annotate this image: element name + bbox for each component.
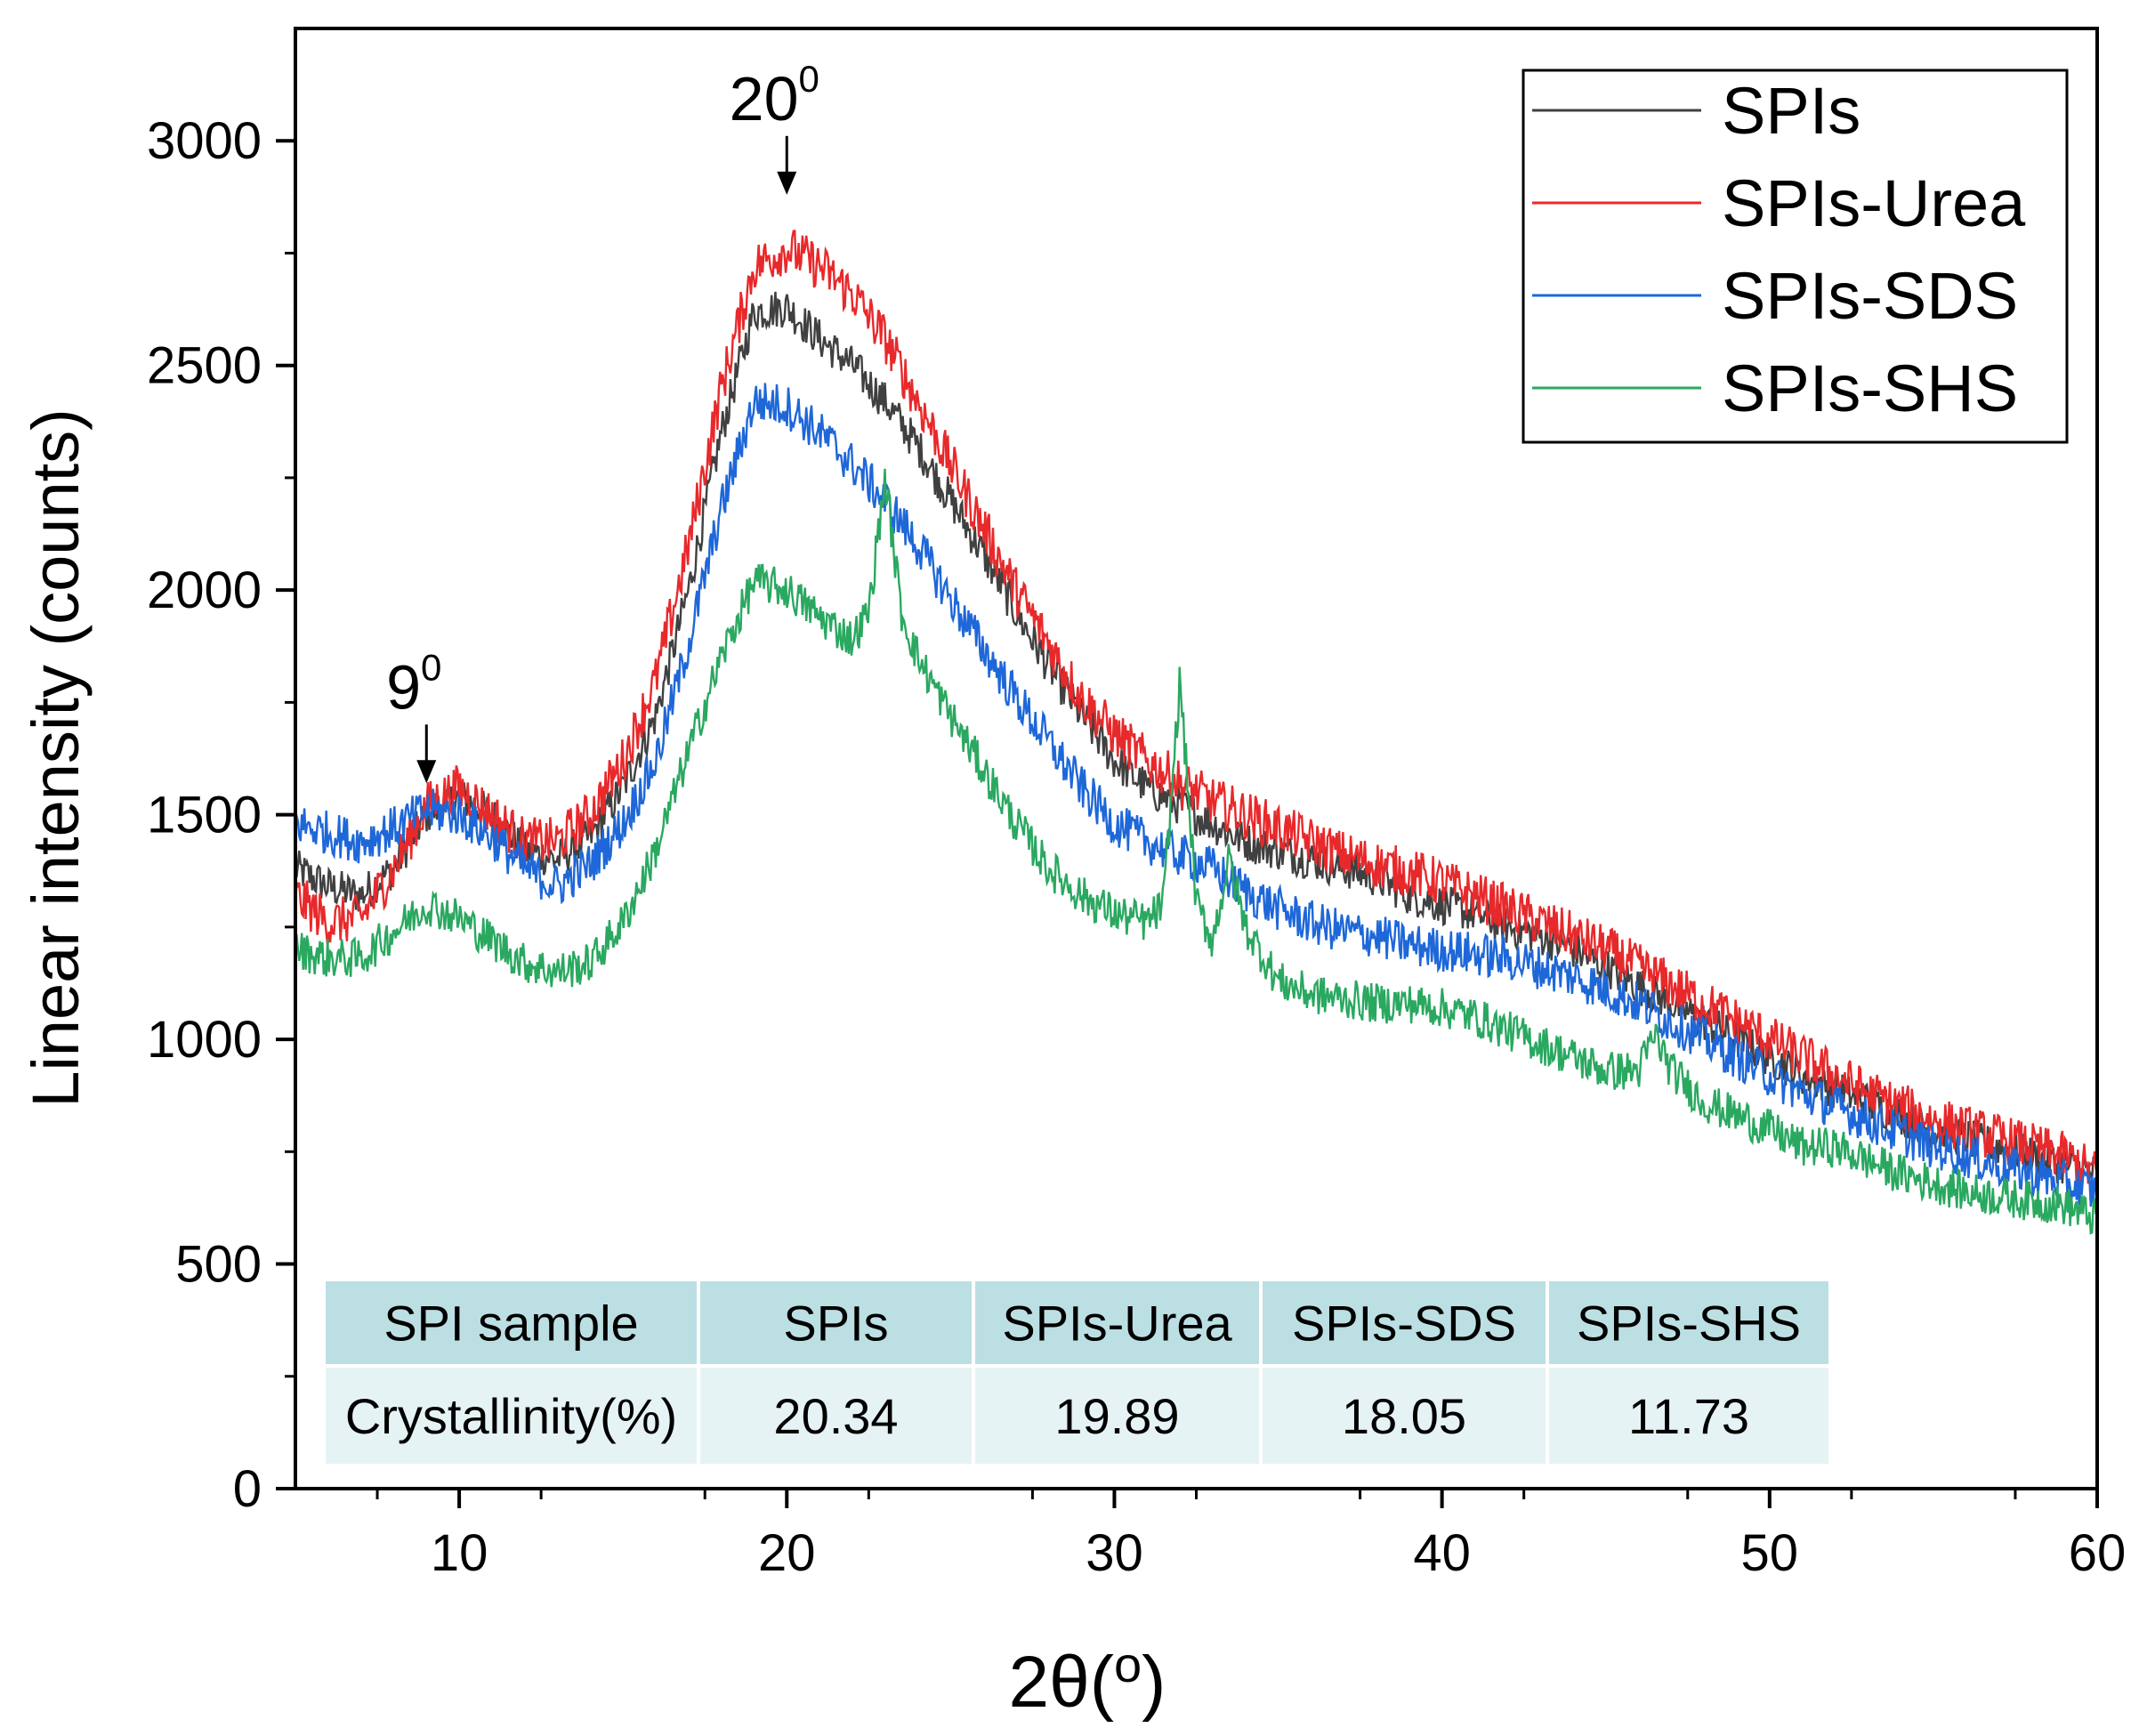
peak-label: 200 <box>730 58 819 133</box>
series-line-1 <box>295 230 2097 1186</box>
table-cell-bg <box>1263 1368 1546 1464</box>
table-cell-bg <box>1549 1281 1828 1364</box>
table-cell-bg <box>1263 1281 1546 1364</box>
x-tick-label: 30 <box>1086 1524 1143 1582</box>
legend-label: SPIs-SHS <box>1722 351 2018 425</box>
legend-label: SPIs <box>1722 74 1861 148</box>
table-header-cell: SPIs <box>783 1296 888 1352</box>
legend-box <box>1522 69 2069 444</box>
arrow-down-icon <box>777 171 797 195</box>
x-axis-label-unit: o <box>1114 1636 1142 1692</box>
legend-label: SPIs-Urea <box>1722 166 2026 240</box>
peak-label-base: 20 <box>730 64 799 133</box>
table-cell-bg <box>326 1368 697 1464</box>
y-tick-label: 1500 <box>147 787 262 844</box>
table-value-cell: 20.34 <box>773 1388 898 1444</box>
table-cell-bg <box>1549 1368 1828 1464</box>
peak-label-sup: 0 <box>421 646 441 688</box>
table-header-cell: SPI sample <box>383 1296 638 1352</box>
x-axis-label-close: ) <box>1142 1642 1166 1723</box>
axis-layer: 10 20 30 40 50 60 0 500 1000 1500 2000 2500 3000 <box>147 112 2126 1582</box>
x-tick-label: 10 <box>431 1524 488 1582</box>
table-header-cell: SPIs-Urea <box>1002 1296 1232 1352</box>
y-tick-label: 0 <box>233 1460 262 1518</box>
series-layer <box>295 230 2097 1235</box>
arrow-down-icon <box>416 760 437 784</box>
table-cell-bg <box>975 1281 1259 1364</box>
x-axis-label-main: 2θ( <box>1009 1642 1115 1723</box>
table-value-cell: 11.73 <box>1628 1388 1749 1444</box>
x-tick-label: 20 <box>758 1524 816 1582</box>
y-tick-label: 500 <box>175 1236 262 1294</box>
y-tick-label: 2500 <box>147 337 262 395</box>
table-header-cell: SPIs-SDS <box>1292 1296 1516 1352</box>
x-tick-label: 60 <box>2069 1524 2127 1582</box>
table-value-cell: 18.05 <box>1342 1388 1466 1444</box>
y-axis-label: Linear intensity (counts) <box>19 408 93 1108</box>
table-cell-bg <box>700 1368 972 1464</box>
table-value-cell: Crystallinity(%) <box>345 1388 677 1444</box>
table-value-cell: 19.89 <box>1054 1388 1179 1444</box>
table-cell-bg <box>975 1368 1259 1464</box>
legend-label: SPIs-SDS <box>1722 259 2018 333</box>
table-cell-bg <box>700 1281 972 1364</box>
peak-annotation-1: 200 <box>730 58 819 195</box>
series-line-3 <box>295 468 2097 1235</box>
x-tick-label: 50 <box>1741 1524 1799 1582</box>
y-tick-label: 1000 <box>147 1011 262 1069</box>
peak-label: 90 <box>386 646 441 722</box>
x-tick-label: 40 <box>1413 1524 1471 1582</box>
series-line-2 <box>295 383 2097 1210</box>
legend: SPIs SPIs-Urea SPIs-SDS SPIs-SHS <box>1522 69 2069 444</box>
table-header-cell: SPIs-SHS <box>1577 1296 1801 1352</box>
y-tick-label: 3000 <box>147 112 262 170</box>
x-axis-label: 2θ(o) <box>1009 1636 1166 1723</box>
table-cell-bg <box>326 1281 697 1364</box>
peak-label-base: 9 <box>386 652 421 722</box>
peak-label-sup: 0 <box>799 58 819 100</box>
y-tick-label: 2000 <box>147 561 262 619</box>
crystallinity-table: SPI sample SPIs SPIs-Urea SPIs-SDS SPIs-SHS C… <box>326 1281 1828 1464</box>
peak-annotation-0: 90 <box>386 646 441 784</box>
